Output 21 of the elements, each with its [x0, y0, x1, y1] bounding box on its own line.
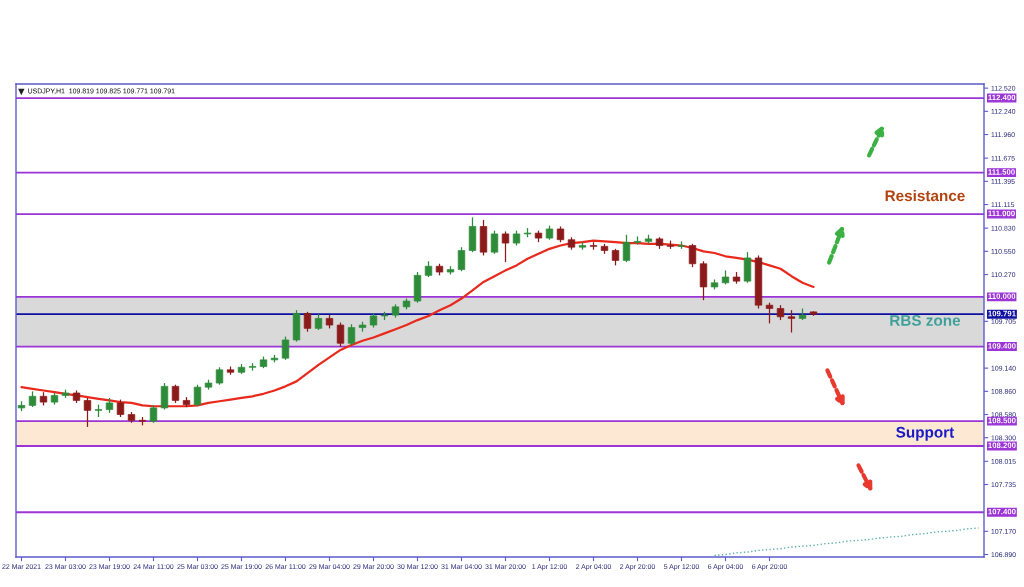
candlestick: [83, 397, 92, 428]
candlestick: [336, 321, 345, 348]
candlestick: [347, 323, 356, 346]
candlestick: [303, 311, 312, 333]
annotation: Resistance: [885, 189, 965, 202]
line-series: [713, 527, 980, 557]
candlestick: [765, 302, 774, 325]
band-label: Support: [896, 426, 955, 441]
candlestick: [743, 251, 752, 284]
candlestick: [699, 260, 708, 301]
candlestick: [787, 309, 796, 334]
candlestick: [457, 246, 466, 272]
candlestick: [171, 384, 180, 404]
candlestick: [622, 234, 631, 263]
band-label: RBS zone: [890, 315, 961, 326]
candlestick: [193, 384, 202, 407]
candlestick: [490, 229, 499, 255]
candlestick: [160, 382, 169, 411]
candlestick: [688, 243, 697, 268]
candlestick: [501, 230, 510, 263]
candlestick: [281, 336, 290, 361]
